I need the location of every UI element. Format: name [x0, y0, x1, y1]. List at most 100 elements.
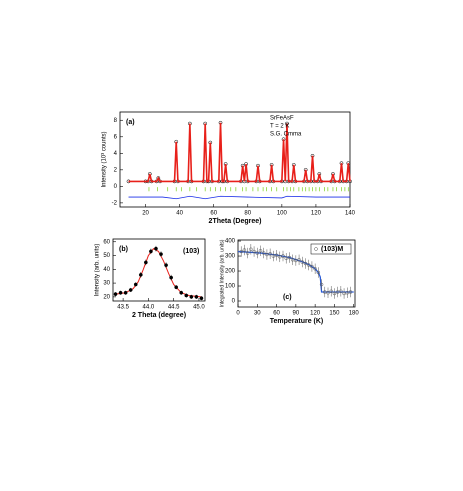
data-point: [297, 258, 301, 262]
legend-box: [310, 243, 352, 255]
x-tick-label: 120: [310, 311, 321, 317]
y-tick-label: 8: [114, 118, 118, 124]
y-tick-label: 30: [103, 281, 110, 287]
x-tick-label: 20: [142, 211, 149, 217]
y-axis-label: Intensity (arb. units): [95, 244, 101, 297]
data-point: [252, 249, 256, 254]
y-axis-label: Integrated Intensity (arb. units): [219, 239, 225, 307]
data-point: [278, 255, 282, 259]
x-tick-label: 60: [273, 311, 280, 317]
plot-frame: [237, 239, 356, 308]
data-point: [332, 291, 337, 296]
data-point: [138, 272, 143, 277]
y-tick-label: 300: [225, 254, 236, 260]
y-tick-label: 2: [114, 167, 118, 173]
data-point: [169, 275, 173, 280]
annotation: S.G. Cmma: [270, 132, 302, 138]
data-point: [133, 282, 138, 287]
x-tick-label: 120: [311, 211, 322, 217]
data-point: [249, 247, 253, 252]
data-point: [281, 254, 285, 258]
data-point: [154, 246, 158, 251]
x-tick-label: 45.0: [193, 305, 205, 311]
data-point: [290, 258, 295, 262]
data-point: [245, 251, 250, 255]
y-tick-label: 40: [103, 267, 110, 273]
annotation: (103): [183, 248, 199, 255]
data-point: [128, 288, 133, 292]
data-point: [329, 289, 333, 294]
data-point: [303, 261, 308, 266]
x-axis-label: 2 Theta (degree): [132, 312, 186, 319]
data-point: [255, 251, 260, 255]
plot-frame: [119, 111, 351, 208]
data-point: [268, 252, 272, 256]
y-tick-label: 6: [114, 134, 118, 140]
x-tick-label: 180: [349, 311, 360, 317]
data-point: [306, 263, 311, 267]
x-tick-label: 90: [293, 311, 300, 317]
difference-curve: [128, 195, 350, 200]
x-tick-label: 43.5: [117, 305, 129, 311]
data-point: [319, 282, 324, 287]
data-point: [159, 252, 163, 257]
panel-label: (c): [283, 294, 292, 301]
data-point: [316, 270, 321, 275]
y-axis-label: Intensity (10³ counts): [102, 131, 108, 187]
y-tick-label: 0: [232, 299, 236, 305]
data-point: [179, 290, 184, 295]
data-point: [326, 291, 330, 295]
y-tick-label: 20: [103, 294, 110, 300]
y-tick-label: 0: [114, 184, 118, 190]
data-point: [144, 260, 148, 265]
data-point: [123, 290, 128, 295]
data-point: [258, 249, 263, 253]
data-point: [323, 290, 327, 294]
y-tick-label: -2: [112, 200, 118, 206]
annotation: SrFeAsF: [270, 116, 294, 122]
data-point: [242, 248, 247, 252]
panel-label: (b): [119, 246, 128, 253]
data-point: [310, 264, 314, 269]
data-point: [339, 289, 343, 294]
data-point: [342, 291, 346, 296]
data-point: [271, 254, 276, 258]
data-point: [199, 296, 204, 301]
data-point: [345, 291, 350, 295]
x-tick-label: 44.5: [168, 305, 180, 311]
data-point: [335, 290, 340, 294]
x-tick-label: 60: [210, 211, 217, 217]
x-tick-label: 80: [244, 211, 251, 217]
data-point: [113, 292, 118, 296]
fit-curve: [115, 247, 202, 298]
panel-label: (a): [126, 119, 135, 126]
data-point: [174, 285, 179, 290]
data-point: [184, 293, 189, 298]
annotation: T = 2 K: [270, 124, 289, 130]
data-point: [300, 260, 305, 264]
data-point: [164, 263, 168, 268]
x-axis-label: 2Theta (Degree): [209, 218, 262, 225]
calculated-curve: [128, 122, 351, 183]
data-point: [287, 255, 292, 260]
data-point: [313, 267, 317, 271]
x-tick-label: 150: [329, 311, 340, 317]
x-tick-label: 100: [277, 211, 288, 217]
legend-marker: [314, 247, 318, 251]
x-tick-label: 30: [254, 311, 261, 317]
data-point: [239, 249, 243, 254]
data-point: [118, 290, 123, 295]
data-point: [194, 295, 199, 299]
data-point: [149, 249, 153, 254]
x-tick-label: 140: [345, 211, 356, 217]
data-point: [294, 258, 298, 263]
data-point: [189, 295, 194, 299]
y-tick-label: 100: [225, 284, 236, 290]
data-point: [274, 253, 279, 258]
legend-label: (103)M: [321, 246, 343, 253]
y-tick-label: 4: [114, 151, 118, 157]
y-tick-label: 50: [103, 253, 110, 259]
x-axis-label: Temperature (K): [270, 318, 324, 325]
